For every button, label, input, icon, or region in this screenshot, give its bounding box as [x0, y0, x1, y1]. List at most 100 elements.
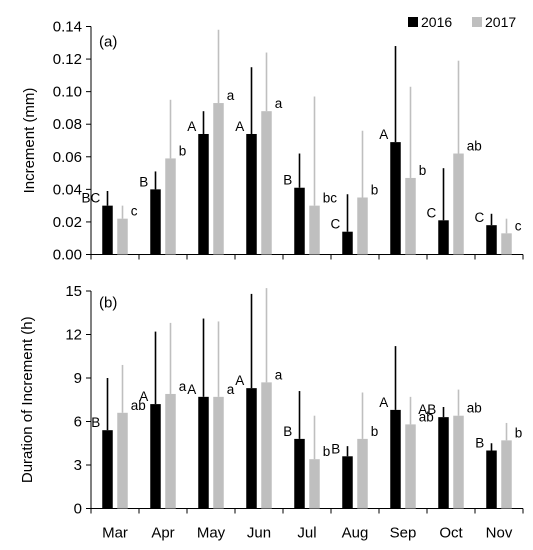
panel-b-y-axis-title: Duration of Increment (h) — [19, 316, 36, 483]
panel-b-bar-2017-Mar — [117, 412, 128, 509]
panel-a-letter-2016-Oct: C — [427, 205, 437, 220]
panel-a-letter-2016-Nov: C — [475, 210, 485, 225]
panel-a-y-tick-label: 0.08 — [53, 116, 82, 133]
panel-b-y-tick-label: 12 — [65, 327, 82, 344]
panel-a-bar-2017-Sep — [405, 177, 416, 255]
panel-b-letter-2016-Mar: B — [91, 415, 100, 430]
panel-a-bar-2017-Jul — [309, 205, 320, 255]
panel-a-bar-2016-Jun — [246, 133, 257, 255]
panel-a-y-tick-label: 0.04 — [53, 181, 82, 198]
panel-b-bar-2016-Mar — [102, 430, 113, 509]
panel-a-y-tick-label: 0.10 — [53, 84, 82, 101]
panel-a-bar-2016-May — [198, 133, 209, 255]
panel-a-y-tick-label: 0.06 — [53, 149, 82, 166]
panel-b-letter-2017-Nov: b — [515, 425, 523, 440]
panel-b-bar-2017-Jun — [261, 382, 272, 509]
panel-b-letter-2016-May: A — [187, 382, 196, 397]
panel-b-bar-2016-Apr — [150, 404, 161, 509]
panel-a-letter-2017-Nov: c — [515, 218, 522, 233]
x-tick-label-May: May — [197, 525, 226, 542]
panel-a-bar-2016-Jul — [294, 187, 305, 255]
panel-b-y-tick-label: 3 — [74, 457, 82, 474]
panel-b-bar-2016-Oct — [438, 417, 449, 509]
x-tick-label-Mar: Mar — [102, 525, 128, 542]
panel-b-letter-2017-Sep: ab — [419, 409, 434, 424]
panel-a-letter-2016-Apr: B — [139, 174, 148, 189]
panel-a-bar-2017-Aug — [357, 197, 368, 255]
panel-a-bar-2016-Nov — [486, 225, 497, 255]
panel-a-bar-2017-Oct — [453, 153, 464, 255]
panel-a-letter-2016-Jun: A — [235, 119, 244, 134]
panel-b-bar-2017-Sep — [405, 424, 416, 509]
panel-b-y-tick-label: 15 — [65, 283, 82, 300]
x-tick-label-Apr: Apr — [151, 525, 174, 542]
panel-b-bar-2016-Jun — [246, 388, 257, 509]
panel-b-label: (b) — [99, 294, 117, 311]
panel-b-bar-2016-Nov — [486, 450, 497, 509]
panel-b-bar-2017-May — [213, 396, 224, 509]
panel-a-letter-2017-Mar: c — [131, 204, 138, 219]
legend-swatch-2017 — [472, 17, 482, 27]
panel-a-letter-2017-May: a — [227, 88, 235, 103]
x-tick-label-Sep: Sep — [390, 525, 417, 542]
panel-a-bar-2017-Apr — [165, 158, 176, 255]
panel-a-bar-2016-Apr — [150, 189, 161, 255]
legend-swatch-2016 — [408, 17, 418, 27]
panel-b-letter-2016-Sep: A — [379, 395, 388, 410]
panel-b-y-tick-label: 0 — [74, 501, 82, 518]
panel-a-letter-2017-Jun: a — [275, 96, 283, 111]
x-tick-label-Oct: Oct — [439, 525, 463, 542]
panel-b-letter-2016-Jun: A — [235, 373, 244, 388]
panel-a-letter-2017-Sep: b — [419, 163, 427, 178]
panel-b-bar-2017-Apr — [165, 393, 176, 509]
panel-a-letter-2017-Aug: b — [371, 183, 379, 198]
legend-label-2016: 2016 — [421, 14, 452, 30]
panel-b-bar-2016-Jul — [294, 438, 305, 509]
panel-a-bar-2016-Sep — [390, 142, 401, 255]
panel-a-bar-2016-Aug — [342, 231, 353, 255]
panel-a-y-tick-label: 0.14 — [53, 19, 82, 36]
x-tick-label-Jun: Jun — [247, 525, 271, 542]
panel-a-y-tick-label: 0.12 — [53, 51, 82, 68]
panel-a-bar-2016-Oct — [438, 220, 449, 255]
x-tick-label-Aug: Aug — [342, 525, 369, 542]
panel-a-bar-2017-Mar — [117, 218, 128, 255]
panel-a-letter-2016-Aug: C — [331, 217, 341, 232]
x-tick-label-Jul: Jul — [297, 525, 316, 542]
panel-a-y-tick-label: 0.00 — [53, 247, 82, 264]
panel-a-letter-2016-Jul: B — [283, 173, 292, 188]
panel-b-bar-2017-Nov — [501, 440, 512, 509]
panel-b-letter-2016-Aug: B — [331, 441, 340, 456]
panel-b-letter-2017-May: a — [227, 382, 235, 397]
panel-b-letter-2016-Oct: AB — [418, 402, 436, 417]
panel-b-letter-2016-Apr: A — [139, 389, 148, 404]
panel-b-letter-2017-Jun: a — [275, 367, 283, 382]
panel-a-letter-2016-May: A — [187, 119, 196, 134]
panel-a-y-tick-label: 0.02 — [53, 214, 82, 231]
panel-a-letter-2017-Apr: b — [179, 143, 187, 158]
panel-a-letter-2016-Sep: A — [379, 127, 388, 142]
panel-b-y-tick-label: 6 — [74, 414, 82, 431]
panel-b-letter-2017-Apr: a — [179, 379, 187, 394]
panel-b-bar-2017-Oct — [453, 415, 464, 509]
panel-a-letter-2017-Oct: ab — [467, 139, 482, 154]
panel-b-letter-2017-Mar: ab — [131, 398, 146, 413]
panel-a-bar-2017-Nov — [501, 233, 512, 255]
panel-a-y-axis-title: Increment (mm) — [21, 88, 38, 194]
panel-a-letter-2017-Jul: bc — [323, 191, 338, 206]
panel-b-bar-2016-Sep — [390, 409, 401, 509]
x-tick-label-Nov: Nov — [486, 525, 513, 542]
panel-b-bar-2017-Aug — [357, 438, 368, 509]
panel-a-bar-2017-Jun — [261, 111, 272, 255]
panel-a-label: (a) — [99, 33, 117, 50]
legend-label-2017: 2017 — [485, 14, 516, 30]
panel-a-bar-2016-Mar — [102, 205, 113, 255]
panel-b-letter-2017-Jul: b — [323, 444, 331, 459]
panel-b-letter-2016-Jul: B — [283, 424, 292, 439]
panel-b-bar-2017-Jul — [309, 459, 320, 509]
panel-b-letter-2016-Nov: B — [475, 436, 484, 451]
panel-b-bar-2016-Aug — [342, 456, 353, 509]
panel-b-letter-2017-Aug: b — [371, 424, 379, 439]
panel-a-bar-2017-May — [213, 103, 224, 255]
